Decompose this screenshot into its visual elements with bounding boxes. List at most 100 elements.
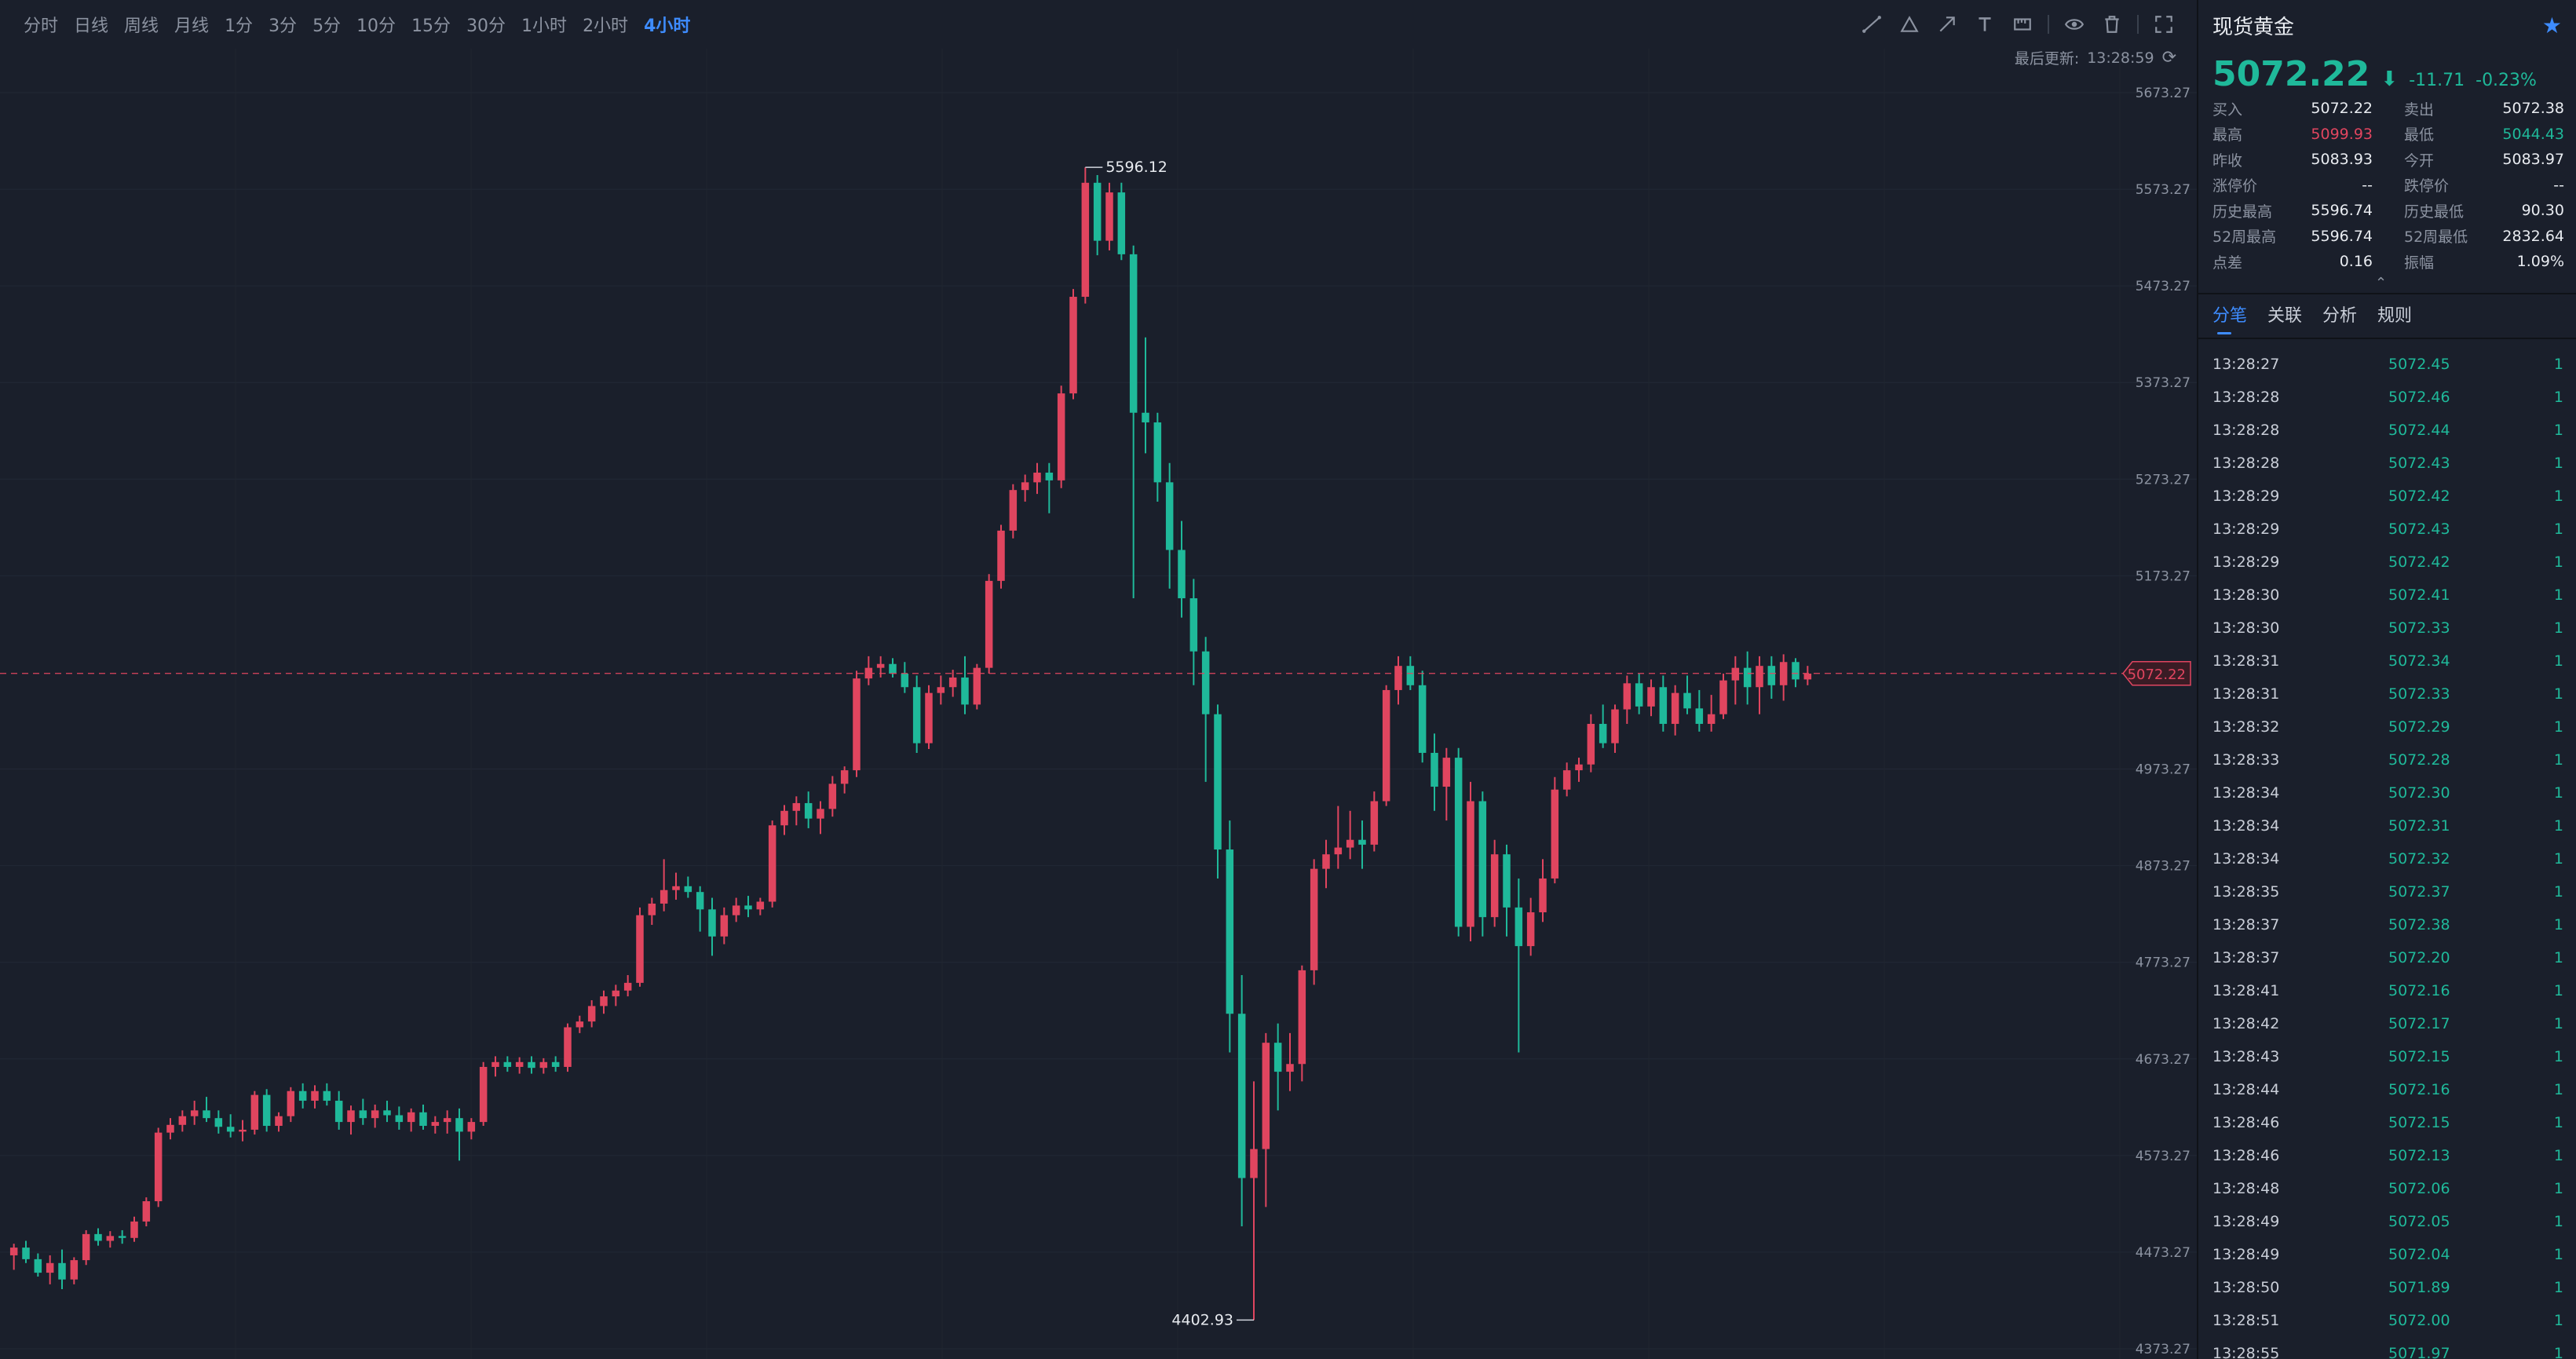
candle-body bbox=[925, 692, 933, 743]
candle-body bbox=[1575, 764, 1583, 771]
tick-price: 5072.37 bbox=[2388, 883, 2450, 901]
stat-value: 1.09% bbox=[2516, 253, 2564, 271]
period-6[interactable]: 5分 bbox=[312, 16, 342, 36]
stat-label: 卖出 bbox=[2404, 100, 2435, 119]
eye-icon[interactable] bbox=[2059, 11, 2090, 38]
candle-body bbox=[1370, 801, 1379, 845]
candle-body bbox=[1431, 752, 1438, 787]
tick-volume: 1 bbox=[2553, 817, 2563, 835]
tick-volume: 1 bbox=[2553, 1114, 2563, 1131]
tick-volume: 1 bbox=[2553, 982, 2563, 999]
tick-row: 13:28:31 5072.33 1 bbox=[2198, 678, 2576, 711]
period-11[interactable]: 2小时 bbox=[583, 16, 629, 36]
last-update: 最后更新: 13:28:59 ⟳ bbox=[2015, 47, 2176, 68]
y-tick-label: 5373.27 bbox=[2136, 375, 2191, 391]
candle-body bbox=[744, 905, 752, 910]
tick-row: 13:28:37 5072.38 1 bbox=[2198, 908, 2576, 941]
candle-body bbox=[1503, 854, 1511, 908]
candle-body bbox=[1093, 182, 1102, 241]
tick-price: 5072.42 bbox=[2388, 553, 2450, 571]
y-tick-label: 5473.27 bbox=[2136, 279, 2191, 294]
candlestick-chart[interactable]: 5673.27 5573.27 5473.27 5373.27 5273.27 5173.… bbox=[0, 0, 2197, 1359]
candle-body bbox=[275, 1116, 283, 1127]
candle-body bbox=[696, 892, 704, 910]
period-2[interactable]: 周线 bbox=[124, 16, 159, 36]
tab-0[interactable]: 分笔 bbox=[2212, 301, 2247, 334]
stat-label: 52周最低 bbox=[2404, 228, 2468, 247]
period-4[interactable]: 1分 bbox=[225, 16, 254, 36]
tick-volume: 1 bbox=[2553, 1180, 2563, 1197]
star-icon[interactable]: ★ bbox=[2541, 13, 2562, 38]
stat-label: 最高 bbox=[2212, 126, 2243, 144]
chevron-up-icon[interactable]: ⌃ bbox=[2375, 275, 2388, 291]
candle-body bbox=[287, 1090, 295, 1116]
tick-volume: 1 bbox=[2553, 751, 2563, 769]
tick-volume: 1 bbox=[2553, 1081, 2563, 1098]
triangle-icon[interactable] bbox=[1894, 11, 1925, 38]
stat-row: 涨停价 -- bbox=[2212, 173, 2373, 199]
period-0[interactable]: 分时 bbox=[24, 16, 59, 36]
tick-row: 13:28:49 5072.04 1 bbox=[2198, 1238, 2576, 1271]
tick-list[interactable]: 13:28:27 5072.45 1 13:28:28 5072.46 1 13:28:28… bbox=[2198, 348, 2576, 1359]
stat-value: 5596.74 bbox=[2311, 227, 2373, 245]
candle-body bbox=[1515, 907, 1523, 947]
trash-icon[interactable] bbox=[2096, 11, 2128, 38]
tick-row: 13:28:43 5072.15 1 bbox=[2198, 1040, 2576, 1073]
stat-label: 52周最高 bbox=[2212, 228, 2277, 247]
candle-body bbox=[1178, 550, 1186, 599]
candle-body bbox=[1635, 683, 1643, 707]
candle-body bbox=[780, 810, 788, 826]
tick-price: 5072.15 bbox=[2388, 1114, 2450, 1131]
tick-time: 13:28:35 bbox=[2212, 883, 2280, 901]
refresh-icon[interactable]: ⟳ bbox=[2161, 48, 2176, 68]
tick-price: 5072.00 bbox=[2388, 1312, 2450, 1329]
chart-pane[interactable]: 5673.27 5573.27 5473.27 5373.27 5273.27 5173.… bbox=[0, 0, 2198, 1359]
period-10[interactable]: 1小时 bbox=[521, 16, 568, 36]
period-9[interactable]: 30分 bbox=[466, 16, 506, 36]
candle-body bbox=[407, 1112, 415, 1123]
tick-time: 13:28:34 bbox=[2212, 850, 2280, 868]
tick-time: 13:28:31 bbox=[2212, 685, 2280, 703]
y-tick-label: 5573.27 bbox=[2136, 182, 2191, 198]
tick-price: 5072.43 bbox=[2388, 455, 2450, 472]
tick-volume: 1 bbox=[2553, 949, 2563, 966]
toolbar-divider bbox=[2048, 15, 2049, 34]
candle-body bbox=[937, 687, 945, 693]
divider bbox=[2198, 338, 2576, 339]
candle-body bbox=[684, 886, 692, 893]
candle-body bbox=[203, 1110, 210, 1119]
period-5[interactable]: 3分 bbox=[269, 16, 298, 36]
arrow-icon[interactable] bbox=[1931, 11, 1963, 38]
candle-body bbox=[1226, 849, 1234, 1014]
period-7[interactable]: 10分 bbox=[356, 16, 396, 36]
candle-body bbox=[1442, 758, 1451, 787]
period-12[interactable]: 4小时 bbox=[644, 16, 691, 36]
candle-body bbox=[70, 1260, 79, 1280]
tick-volume: 1 bbox=[2553, 422, 2563, 439]
stat-row: 跌停价 -- bbox=[2404, 173, 2564, 199]
measure-icon[interactable] bbox=[2007, 11, 2038, 38]
stat-row: 今开 5083.97 bbox=[2404, 147, 2564, 173]
tick-row: 13:28:49 5072.05 1 bbox=[2198, 1205, 2576, 1238]
fullscreen-icon[interactable] bbox=[2148, 11, 2180, 38]
stat-value: 2832.64 bbox=[2502, 227, 2564, 245]
tick-time: 13:28:37 bbox=[2212, 949, 2280, 966]
period-8[interactable]: 15分 bbox=[411, 16, 451, 36]
period-3[interactable]: 月线 bbox=[174, 16, 210, 36]
candle-body bbox=[1346, 839, 1354, 848]
tab-1[interactable]: 关联 bbox=[2267, 306, 2303, 326]
tab-2[interactable]: 分析 bbox=[2322, 306, 2358, 326]
trendline-icon[interactable] bbox=[1856, 11, 1887, 38]
candle-body bbox=[1129, 254, 1138, 413]
candle-body bbox=[371, 1110, 379, 1119]
candle-body bbox=[804, 802, 813, 819]
text-icon[interactable] bbox=[1969, 11, 2001, 38]
tick-volume: 1 bbox=[2553, 850, 2563, 868]
candle-body bbox=[154, 1132, 163, 1202]
period-1[interactable]: 日线 bbox=[74, 16, 109, 36]
candle-body bbox=[1069, 297, 1077, 394]
candle-body bbox=[1298, 970, 1306, 1065]
candle-body bbox=[587, 1006, 596, 1022]
candle-body bbox=[539, 1061, 548, 1069]
tab-3[interactable]: 规则 bbox=[2377, 306, 2413, 326]
